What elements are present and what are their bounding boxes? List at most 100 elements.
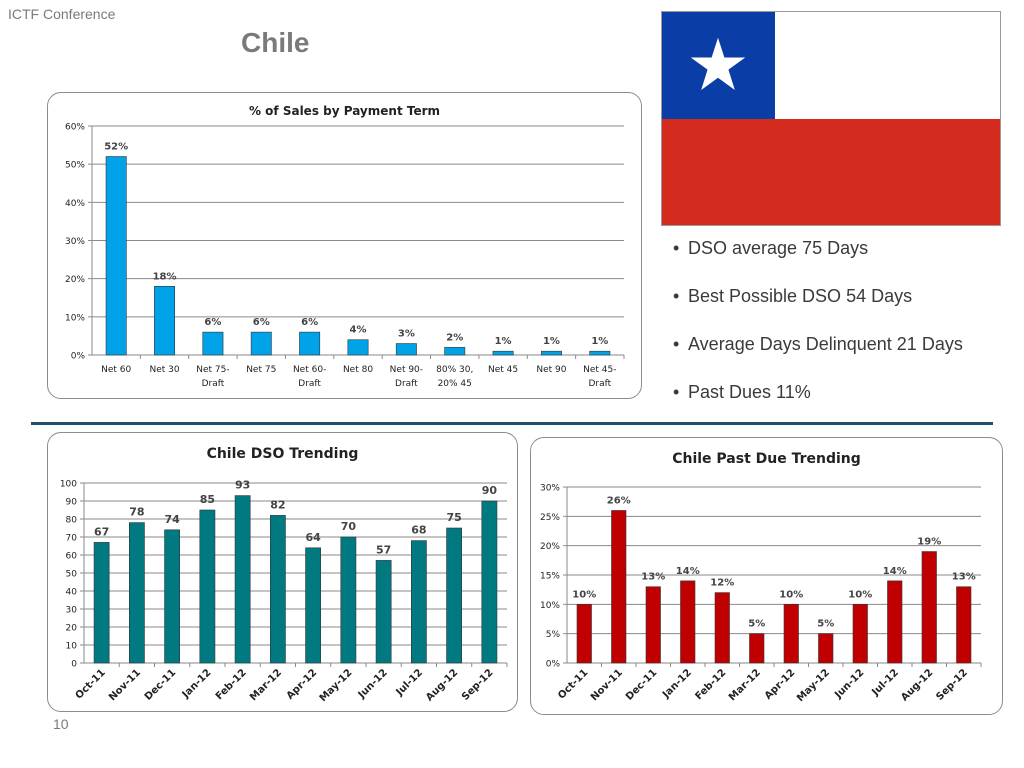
- bar: [410, 540, 427, 664]
- x-tick-label: Feb-12: [214, 667, 249, 702]
- payment-term-chart-title: % of Sales by Payment Term: [248, 104, 441, 118]
- bar: [93, 542, 110, 664]
- x-tick-label: Jan-12: [660, 667, 694, 701]
- x-tick-label: Oct-11: [74, 667, 108, 701]
- bar: [105, 156, 127, 356]
- y-tick-label: 70: [66, 534, 78, 544]
- data-label: 6%: [204, 317, 221, 328]
- bullet-days-delinquent: Average Days Delinquent 21 Days: [673, 332, 1013, 380]
- x-tick-label: Aug-12: [424, 667, 460, 703]
- y-tick-label: 25%: [540, 513, 560, 523]
- bar: [250, 331, 272, 356]
- bar: [611, 510, 627, 664]
- data-label: 52%: [104, 142, 128, 153]
- data-label: 4%: [350, 325, 367, 336]
- data-label: 6%: [253, 317, 270, 328]
- x-tick-label: Net 75-Draft: [196, 365, 229, 389]
- x-tick-label: Sep-12: [460, 667, 496, 703]
- x-tick-label: Net 80: [343, 365, 373, 375]
- x-tick-label: Apr-12: [763, 667, 798, 702]
- data-label: 5%: [817, 619, 834, 630]
- data-label: 75: [446, 511, 461, 524]
- x-tick-label: Jun-12: [356, 667, 390, 701]
- y-tick-label: 30%: [65, 237, 85, 247]
- y-tick-label: 20%: [65, 275, 85, 285]
- data-label: 14%: [883, 566, 907, 577]
- conference-label: ICTF Conference: [8, 6, 116, 22]
- data-label: 5%: [748, 619, 765, 630]
- data-label: 85: [200, 493, 215, 506]
- bar: [818, 633, 834, 664]
- payment-term-chart: % of Sales by Payment Term 0% 10% 20% 30% 40…: [47, 92, 642, 399]
- data-label: 1%: [543, 336, 560, 347]
- data-label: 26%: [607, 495, 631, 506]
- x-tick-label: Mar-12: [248, 667, 284, 703]
- data-label: 68: [411, 524, 426, 537]
- x-tick-label: Jul-12: [394, 667, 425, 698]
- data-label: 74: [164, 513, 180, 526]
- data-label: 67: [94, 525, 109, 538]
- y-tick-label: 5%: [546, 630, 561, 640]
- y-tick-label: 15%: [540, 572, 560, 582]
- y-tick-label: 100: [60, 480, 77, 490]
- x-tick-label: Apr-12: [285, 667, 320, 702]
- x-tick-label: Aug-12: [899, 667, 935, 703]
- bullet-dso-average: DSO average 75 Days: [673, 236, 1013, 284]
- y-tick-label: 30: [66, 606, 78, 616]
- bar: [269, 515, 286, 664]
- payment-term-chart-svg: 0% 10% 20% 30% 40% 50% 60% 52% Net 60 18% Net 30 6%…: [65, 123, 625, 389]
- bar: [347, 339, 369, 356]
- bar: [540, 350, 562, 356]
- data-label: 10%: [572, 589, 596, 600]
- bar: [714, 592, 730, 664]
- data-label: 3%: [398, 329, 415, 340]
- y-tick-label: 10%: [540, 601, 560, 611]
- bar: [446, 527, 463, 664]
- bar: [375, 560, 392, 664]
- bar: [128, 522, 145, 664]
- data-label: 10%: [779, 589, 803, 600]
- x-tick-label: Net 45: [488, 365, 518, 375]
- bar: [492, 350, 514, 356]
- bullet-past-dues: Past Dues 11%: [673, 380, 1013, 428]
- x-tick-label: Net 45-Draft: [583, 365, 616, 389]
- chile-flag: [661, 11, 1001, 226]
- data-label: 78: [129, 506, 144, 519]
- slide-title: Chile: [241, 27, 310, 58]
- x-tick-label: May-12: [795, 667, 832, 704]
- bar: [680, 580, 696, 664]
- bar: [852, 604, 868, 664]
- dso-trending-chart: Chile DSO Trending 0 10 20 30 40 50 60 70 80 90 10…: [47, 432, 518, 712]
- bar: [645, 586, 661, 664]
- data-label: 70: [341, 520, 357, 533]
- y-tick-label: 10: [66, 642, 78, 652]
- x-tick-label: May-12: [318, 667, 355, 704]
- page-number: 10: [53, 716, 69, 732]
- bar: [199, 509, 216, 664]
- data-label: 57: [376, 543, 391, 556]
- y-tick-label: 30%: [540, 484, 560, 494]
- flag-red-stripe: [662, 118, 1000, 225]
- x-tick-label: Net 90: [536, 365, 566, 375]
- bar: [783, 604, 799, 664]
- bar: [154, 286, 176, 356]
- bar: [956, 586, 972, 664]
- x-tick-label: Dec-11: [624, 667, 659, 702]
- x-tick-label: Nov-11: [589, 667, 625, 703]
- y-tick-label: 50: [66, 570, 78, 580]
- y-tick-label: 80: [66, 516, 78, 526]
- past-due-trending-chart: Chile Past Due Trending 0% 5% 10% 15% 20% 25%…: [530, 437, 1003, 715]
- x-tick-label: Jan-12: [180, 667, 214, 701]
- dso-chart-title: Chile DSO Trending: [206, 446, 359, 462]
- y-tick-label: 60: [66, 552, 78, 562]
- past-due-chart-title: Chile Past Due Trending: [672, 451, 861, 467]
- bar: [164, 529, 181, 664]
- y-tick-label: 40%: [65, 199, 85, 209]
- x-tick-label: Net 30: [149, 365, 179, 375]
- x-tick-label: Sep-12: [934, 667, 970, 703]
- data-label: 6%: [301, 317, 318, 328]
- bar: [887, 580, 903, 664]
- data-label: 14%: [676, 566, 700, 577]
- x-tick-label: Mar-12: [727, 667, 763, 703]
- bar: [921, 551, 937, 664]
